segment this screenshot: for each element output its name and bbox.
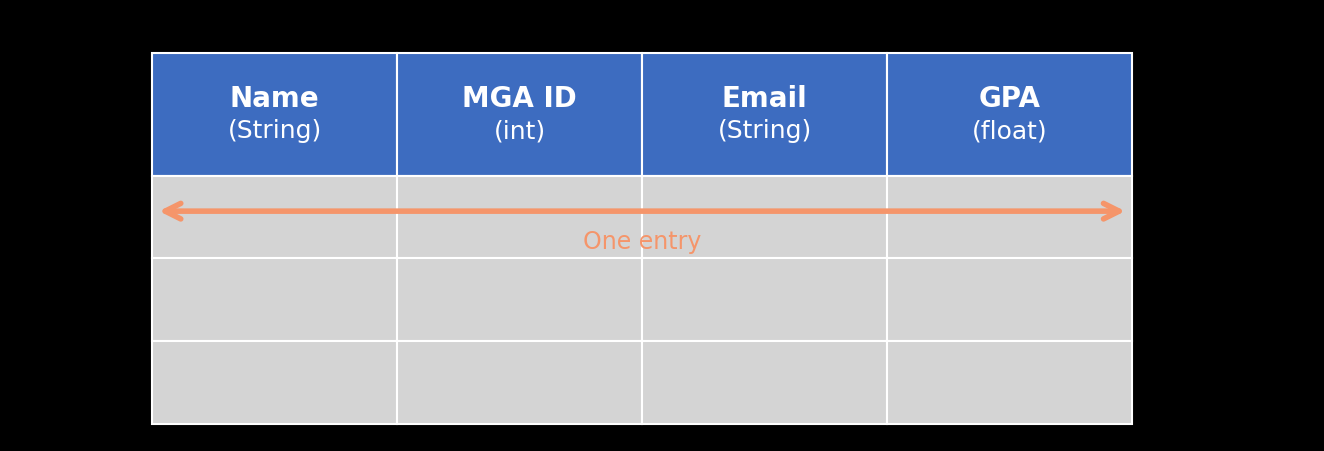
Bar: [642, 259, 887, 341]
Bar: [152, 54, 397, 176]
Text: Email: Email: [722, 85, 808, 113]
Bar: [887, 54, 1132, 176]
Bar: [887, 341, 1132, 424]
Bar: [397, 259, 642, 341]
Text: Name: Name: [230, 85, 319, 113]
Bar: [642, 54, 887, 176]
Bar: [642, 176, 887, 259]
Text: (int): (int): [494, 119, 545, 143]
Bar: [397, 176, 642, 259]
Bar: [887, 176, 1132, 259]
Text: (String): (String): [718, 119, 812, 143]
Bar: [887, 259, 1132, 341]
Text: One entry: One entry: [583, 230, 702, 253]
Bar: [152, 341, 397, 424]
Bar: [152, 176, 397, 259]
Text: (String): (String): [228, 119, 322, 143]
Text: MGA ID: MGA ID: [462, 85, 577, 113]
Bar: [152, 259, 397, 341]
Text: GPA: GPA: [978, 85, 1041, 113]
Text: (float): (float): [972, 119, 1047, 143]
Bar: [642, 341, 887, 424]
Bar: [397, 54, 642, 176]
Bar: [397, 341, 642, 424]
